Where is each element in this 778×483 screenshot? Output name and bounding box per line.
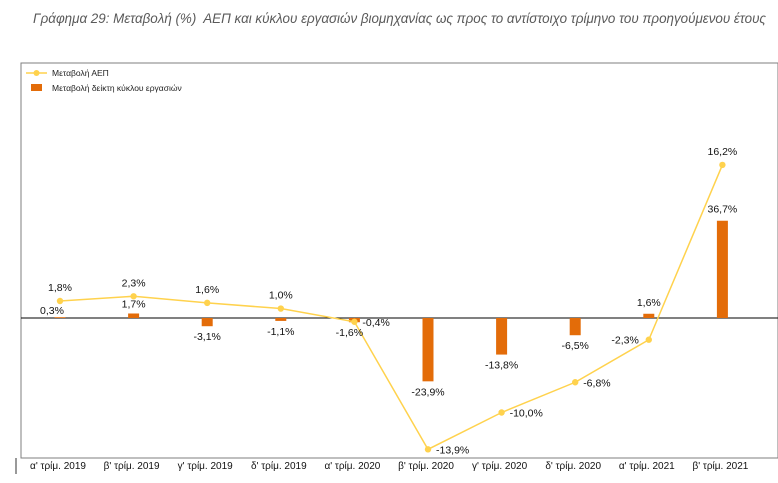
line-point	[351, 318, 358, 325]
line-data-label: -6,8%	[583, 377, 610, 389]
line-data-label: -2,3%	[611, 335, 638, 347]
x-tick-label: γ' τρίμ. 2020	[472, 460, 528, 472]
bar-data-label: 1,7%	[122, 298, 146, 310]
bar	[422, 318, 434, 382]
x-tick-labels: α' τρίμ. 2019 β' τρίμ. 2019 γ' τρίμ. 2019 δ…	[30, 460, 749, 472]
line-point	[498, 409, 505, 416]
line-data-label: 1,6%	[195, 284, 219, 296]
bar-data-label: -1,1%	[267, 326, 294, 338]
data-labels-layer: 1,8% 2,3% 1,6% 1,0% -0,4% -13,9% -10,0% -6,8% -2…	[40, 146, 737, 456]
line-point	[719, 161, 726, 169]
legend: Μεταβολή ΑΕΠ Μεταβολή δείκτη κύκλου εργα…	[26, 68, 182, 93]
x-tick-label: β' τρίμ. 2019	[104, 460, 160, 472]
bar-data-label: -3,1%	[193, 331, 220, 343]
bar	[569, 318, 581, 336]
legend-label-turnover: Μεταβολή δείκτη κύκλου εργασιών	[52, 83, 182, 93]
bar	[54, 317, 66, 319]
bar-data-label: -6,5%	[561, 340, 588, 352]
legend-bar-swatch	[31, 84, 42, 91]
line-point	[56, 297, 64, 305]
bar	[201, 318, 213, 327]
legend-label-gdp: Μεταβολή ΑΕΠ	[52, 68, 109, 78]
line-data-label: -10,0%	[510, 408, 543, 420]
x-tick-label: α' τρίμ. 2021	[619, 460, 675, 472]
plot-frame	[20, 62, 778, 459]
line-data-label: 2,3%	[122, 277, 146, 289]
bar-data-label: -1,6%	[336, 327, 363, 339]
bar	[496, 318, 508, 355]
gdp-line	[59, 164, 724, 451]
bar	[275, 318, 287, 321]
line-data-label: 1,8%	[48, 282, 72, 294]
x-tick-label: δ' τρίμ. 2019	[251, 460, 307, 472]
x-tick-label: γ' τρίμ. 2019	[178, 460, 234, 472]
line-data-label: 1,0%	[269, 290, 293, 302]
x-tick-label: α' τρίμ. 2020	[324, 460, 380, 472]
line-data-label: 16,2%	[708, 146, 738, 158]
x-tick-label: δ' τρίμ. 2020	[545, 460, 601, 472]
bar	[643, 313, 655, 318]
legend-line-marker	[33, 70, 40, 76]
line-point	[645, 336, 652, 343]
line-point	[204, 299, 211, 307]
bar	[716, 220, 728, 318]
bar-data-label: 0,3%	[40, 305, 64, 317]
bars-layer	[54, 220, 728, 382]
line-point	[130, 293, 137, 300]
x-tick-label: α' τρίμ. 2019	[30, 460, 86, 472]
line-point	[277, 305, 284, 312]
bar-data-label: -13,8%	[485, 360, 518, 372]
bar-data-label: 36,7%	[708, 204, 738, 216]
bar-data-label: -23,9%	[411, 386, 444, 398]
x-tick-label: β' τρίμ. 2020	[398, 460, 454, 472]
line-data-label: -13,9%	[436, 444, 469, 456]
chart-caption: Γράφημα 29: Μεταβολή (%) ΑΕΠ και κύκλου …	[33, 11, 766, 26]
bar	[128, 313, 140, 318]
line-point	[572, 379, 579, 386]
x-tick-label: β' τρίμ. 2021	[692, 460, 748, 472]
bar-data-label: 1,6%	[637, 297, 661, 309]
line-layer	[56, 161, 726, 453]
line-point	[424, 446, 432, 453]
line-data-label: -0,4%	[362, 317, 389, 329]
